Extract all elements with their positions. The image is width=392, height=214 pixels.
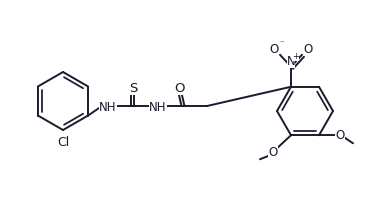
Text: ⁻: ⁻ — [279, 39, 284, 48]
Text: N: N — [287, 55, 296, 68]
Text: O: O — [336, 129, 345, 142]
Text: O: O — [175, 82, 185, 95]
Text: O: O — [269, 146, 278, 159]
Text: Cl: Cl — [57, 135, 69, 149]
Text: NH: NH — [149, 101, 167, 113]
Text: O: O — [303, 43, 313, 56]
Text: NH: NH — [99, 101, 117, 113]
Text: S: S — [129, 82, 137, 95]
Text: +: + — [292, 52, 299, 61]
Text: O: O — [269, 43, 279, 56]
